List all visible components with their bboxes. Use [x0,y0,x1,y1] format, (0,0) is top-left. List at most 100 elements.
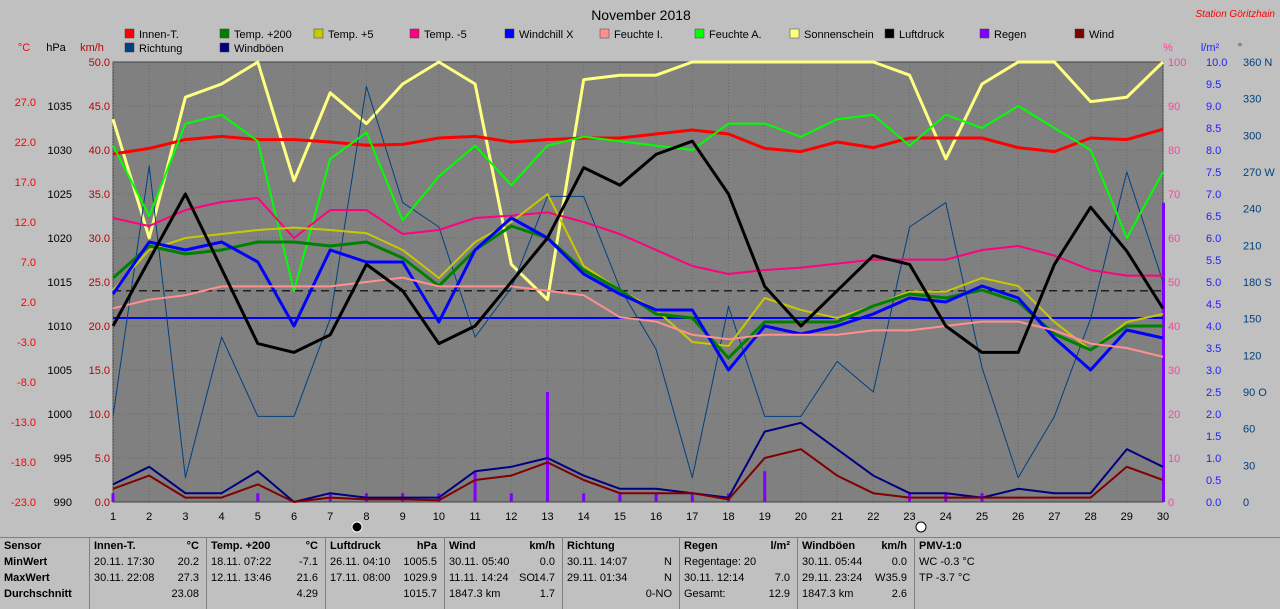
stats-col-innen: Innen-T. °C 20.11. 17:30 20.2 30.11. 22:08… [89,538,205,609]
rain-bar [111,493,115,502]
direction-tick-label: 180 S [1243,277,1272,289]
stats-row-max: MaxWert [4,572,50,584]
stats-windboeen-title: Windböen [802,540,856,552]
stats-windboeen-max-val: 35.9 [885,572,907,584]
stats-richtung-title: Richtung [567,540,615,552]
percent-tick-label: 30 [1168,365,1180,377]
temp-tick-label: 12.0 [15,217,36,229]
series-line-sonnenschein [111,60,1165,302]
series-line-wind [112,448,1164,503]
series-line-luftdruck [111,139,1165,354]
axis-unit-temp: °C [18,42,30,54]
legend-label: Regen [994,29,1026,41]
series-line-innen-t- [112,127,1164,156]
stats-col-wind: Wind km/h 30.11. 05:40 0.0 11.11. 14:24 SO 1… [444,538,561,609]
wind-tick-label: 50.0 [89,57,110,69]
x-tick-label: 26 [1012,511,1024,523]
stats-wind-unit: km/h [529,540,555,552]
x-tick-label: 27 [1048,511,1060,523]
x-tick-label: 28 [1084,511,1096,523]
stats-regen-days: Regentage: 20 [684,556,757,568]
x-tick-label: 29 [1121,511,1133,523]
chart-title: November 2018 [591,7,691,23]
stats-wind-max-date: 11.11. 14:24 [449,572,509,584]
pressure-tick-label: 1035 [48,101,72,113]
wind-tick-label: 45.0 [89,101,110,113]
stats-luftdruck-min-val: 1005.5 [403,556,437,568]
stats-windboeen-distance: 1847.3 km [802,588,854,600]
stats-temp200-avg: 4.29 [296,588,318,600]
x-tick-label: 17 [686,511,698,523]
legend-swatch [979,28,990,39]
pressure-tick-label: 1025 [48,189,72,201]
rain-tick-label: 9.0 [1206,101,1221,113]
percent-tick-label: 70 [1168,189,1180,201]
legend-swatch [694,28,705,39]
pressure-tick-label: 1030 [48,145,72,157]
rain-scale-bar [1162,202,1165,503]
temp-tick-label: -3.0 [17,337,36,349]
rain-bar [582,493,586,502]
legend-label: Temp. +5 [328,29,374,41]
stats-richtung-avg: 0-NO [645,588,672,600]
stats-wind-title: Wind [449,540,476,552]
legend-label: Feuchte I. [614,29,663,41]
wind-tick-label: 25.0 [89,277,110,289]
pressure-tick-label: 1020 [48,233,72,245]
x-tick-label: 14 [578,511,590,523]
stats-temp200-max-val: 21.6 [296,572,318,584]
stats-regen-title: Regen [684,540,718,552]
stats-luftdruck-max-date: 17.11. 08:00 [330,572,391,584]
temp-tick-label: 22.0 [15,137,36,149]
pressure-tick-label: 1015 [48,277,72,289]
rain-tick-label: 2.0 [1206,409,1221,421]
direction-tick-label: 360 N [1243,57,1272,69]
stats-richtung-min-date: 30.11. 14:07 [567,556,628,568]
stats-regen-max-date: 30.11. 12:14 [684,572,745,584]
rain-tick-label: 5.5 [1206,255,1221,267]
x-tick-label: 10 [433,511,445,523]
legend-label: Temp. +200 [234,29,292,41]
stats-richtung-max-date: 29.11. 01:34 [567,572,628,584]
pressure-tick-label: 1000 [48,409,72,421]
percent-tick-label: 0 [1168,497,1174,509]
rain-tick-label: 7.0 [1206,189,1221,201]
percent-tick-label: 40 [1168,321,1180,333]
x-tick-label: 5 [255,511,261,523]
temp-tick-label: -18.0 [11,457,36,469]
wind-tick-label: 40.0 [89,145,110,157]
wind-tick-label: 35.0 [89,189,110,201]
legend-label: Windböen [234,43,284,55]
axis-unit-percent: % [1163,42,1173,54]
stats-windboeen-avg: 2.6 [891,588,907,600]
temp-tick-label: -23.0 [11,497,36,509]
x-tick-label: 12 [505,511,517,523]
series-line-windb-en [112,421,1164,503]
rain-tick-label: 6.5 [1206,211,1221,223]
pressure-tick-label: 995 [54,453,72,465]
stats-pmv-wc: WC -0.3 °C [919,556,975,568]
stats-richtung-min-val: N [664,556,672,568]
x-tick-label: 8 [363,511,369,523]
stats-wind-avg: 1.7 [539,588,555,600]
stats-regen-sum: 12.9 [768,588,790,600]
x-tick-label: 3 [182,511,188,523]
legend-swatch [884,28,895,39]
stats-innen-max-date: 30.11. 22:08 [94,572,155,584]
x-tick-label: 11 [469,511,480,523]
wind-tick-label: 15.0 [89,365,110,377]
direction-tick-label: 270 W [1243,167,1275,179]
x-tick-label: 22 [867,511,879,523]
rain-bar [654,493,658,502]
stats-temp200-min-date: 18.11. 07:22 [211,556,272,568]
pressure-tick-label: 990 [54,497,72,509]
x-tick-label: 23 [903,511,915,523]
stats-luftdruck-unit: hPa [416,540,437,552]
x-tick-label: 15 [614,511,626,523]
percent-tick-label: 90 [1168,101,1180,113]
legend-swatch [124,28,135,39]
legend-swatch [219,42,230,53]
stats-col-richtung: Richtung 30.11. 14:07 N 29.11. 01:34 N 0-N… [562,538,678,609]
stats-innen-avg: 23.08 [171,588,199,600]
stats-row-min: MinWert [4,556,48,568]
